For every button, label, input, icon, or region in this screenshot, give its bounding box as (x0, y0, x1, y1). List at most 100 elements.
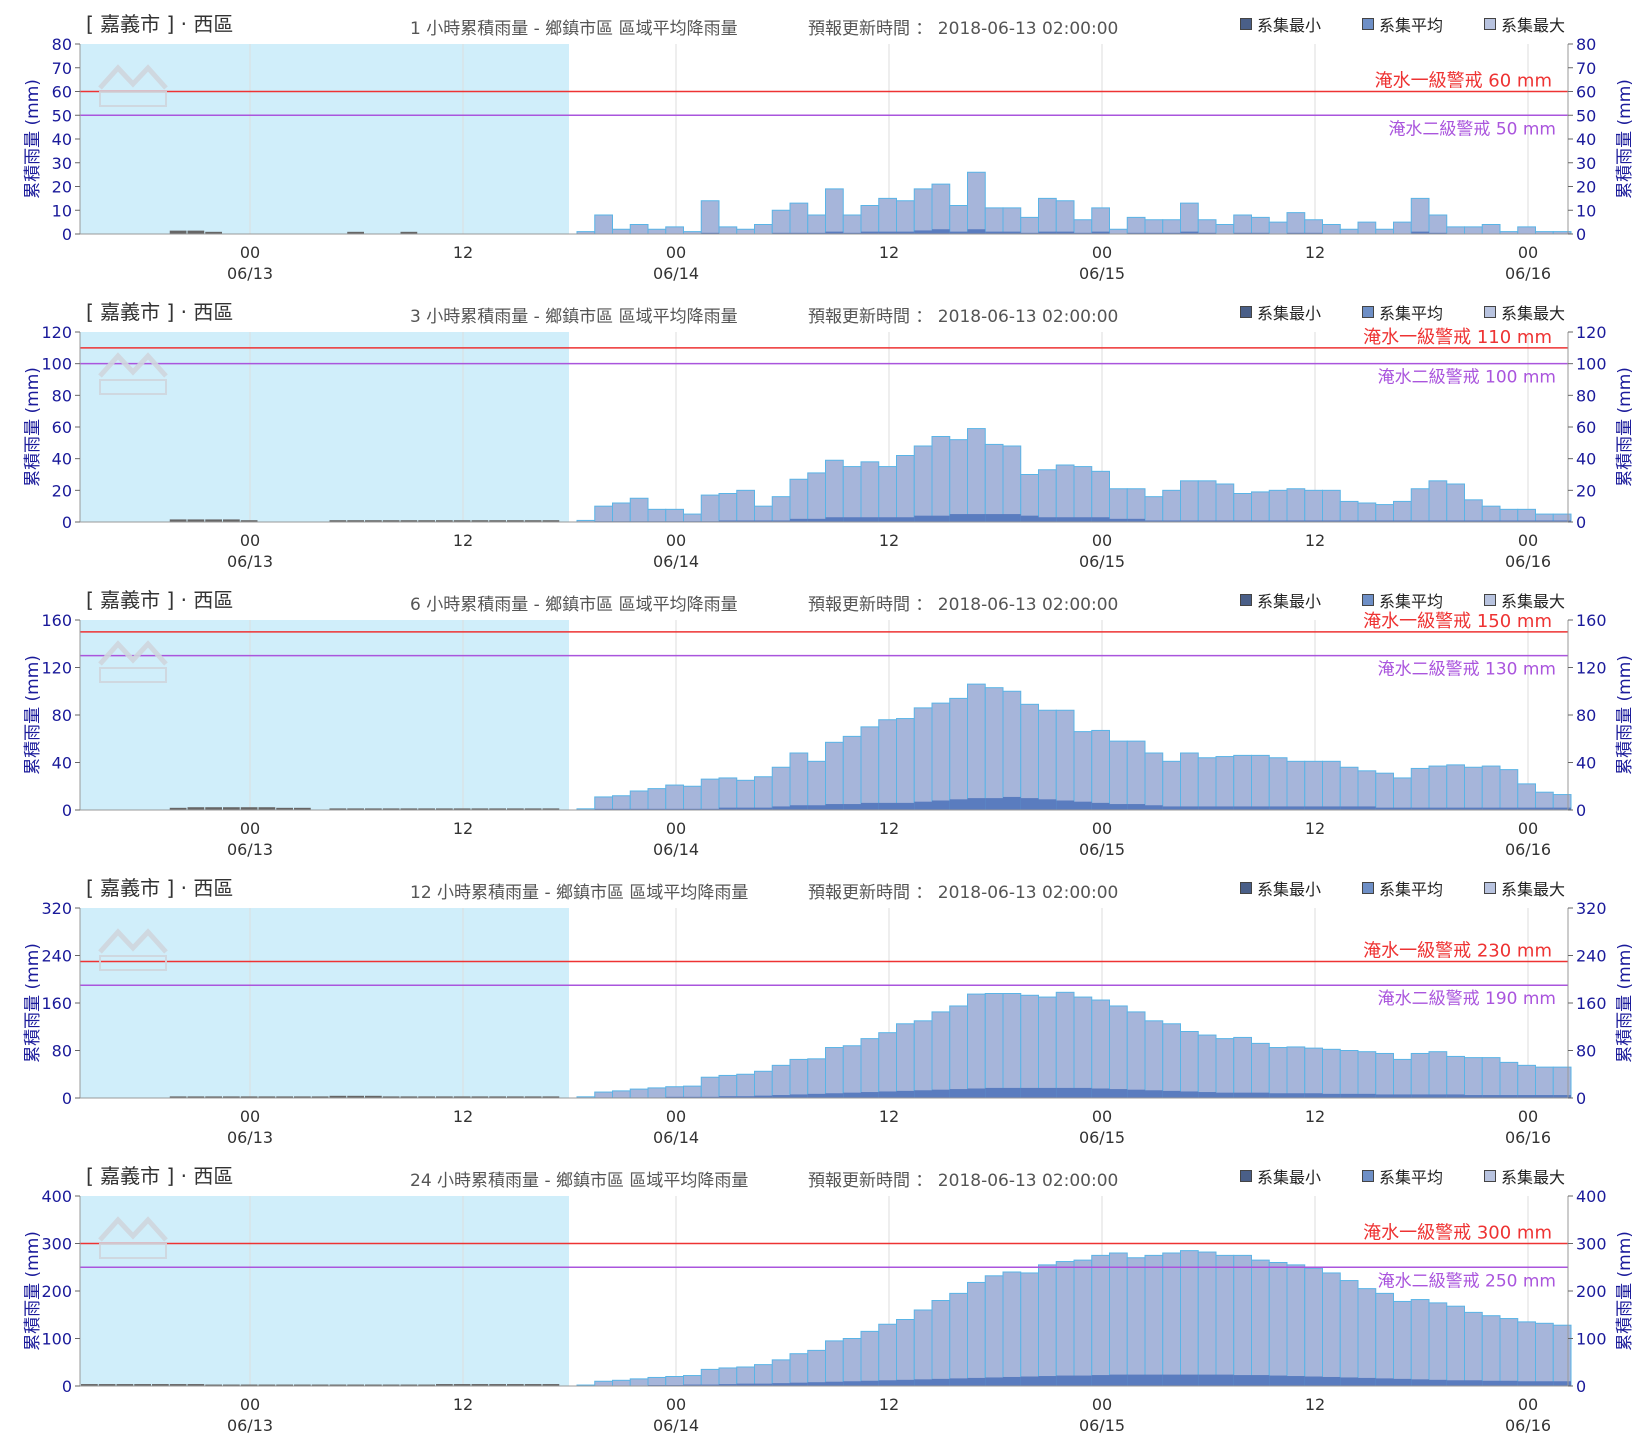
y-tick-label-left: 240 (41, 947, 72, 966)
forecast-min-bar (843, 1381, 861, 1386)
forecast-max-bar (1375, 228, 1394, 235)
forecast-min-bar (701, 232, 719, 234)
forecast-min-bar (1500, 520, 1518, 522)
forecast-min-bar (790, 518, 808, 522)
forecast-max-bar (878, 197, 897, 235)
y-tick-label-left: 120 (41, 659, 72, 678)
warning-level-2-label: 淹水二級警戒 50 mm (1388, 119, 1556, 139)
forecast-min-bar (1127, 1089, 1145, 1098)
legend-item[interactable]: 系集最小 (1240, 300, 1321, 324)
forecast-max-bar (1055, 709, 1075, 811)
forecast-max-bar (1357, 770, 1377, 811)
observed-bar (382, 808, 400, 811)
forecast-min-bar (1411, 807, 1429, 810)
forecast-min-bar (861, 1092, 879, 1098)
y-tick-label-left: 50 (52, 106, 72, 125)
forecast-max-bar (647, 508, 667, 523)
forecast-min-bar (825, 1381, 844, 1386)
legend-item[interactable]: 系集最小 (1240, 588, 1321, 612)
legend-item[interactable]: 系集平均 (1362, 12, 1443, 36)
forecast-min-bar (932, 515, 950, 522)
legend-item[interactable]: 系集最小 (1240, 12, 1321, 36)
forecast-min-bar (790, 232, 808, 234)
forecast-max-bar (1038, 709, 1057, 811)
legend-item[interactable]: 系集平均 (1362, 300, 1443, 324)
forecast-min-bar (878, 517, 897, 522)
observed-bar (205, 807, 222, 810)
forecast-max-bar (1428, 1051, 1448, 1099)
observed-bar (311, 1096, 329, 1099)
forecast-max-bar (771, 209, 791, 235)
observed-bar (436, 1384, 453, 1387)
ncdr-logo (98, 1216, 168, 1259)
forecast-max-bar (718, 1074, 738, 1099)
y-tick-label-left: 0 (62, 801, 72, 820)
x-tick-hour: 00 (240, 1107, 260, 1126)
observed-bar (187, 807, 205, 810)
forecast-min-bar (1500, 1380, 1518, 1386)
observed-period-shade (80, 620, 569, 810)
y-axis-title-left: 累積雨量 (mm) (23, 1231, 43, 1351)
forecast-min-bar (701, 1384, 719, 1386)
legend-item[interactable]: 系集最大 (1484, 588, 1565, 612)
y-tick-label-right: 400 (1576, 1187, 1607, 1206)
y-tick-label-left: 120 (41, 323, 72, 342)
forecast-min-bar (1553, 1095, 1571, 1098)
forecast-min-bar (1517, 807, 1536, 810)
forecast-min-bar (1429, 232, 1447, 234)
legend-item[interactable]: 系集平均 (1362, 876, 1443, 900)
forecast-max-bar (665, 508, 684, 523)
legend-item[interactable]: 系集最小 (1240, 876, 1321, 900)
forecast-min-bar (1393, 807, 1412, 810)
forecast-min-bar (1482, 520, 1500, 522)
legend-swatch (1240, 306, 1252, 318)
forecast-min-bar (790, 1382, 808, 1386)
forecast-min-bar (790, 1094, 808, 1098)
warning-level-1-label: 淹水一級警戒 60 mm (1375, 71, 1552, 92)
forecast-min-bar (665, 1096, 684, 1098)
y-tick-label-left: 100 (41, 355, 72, 374)
forecast-max-bar (1180, 752, 1199, 811)
observed-bar (400, 231, 418, 234)
legend-item[interactable]: 系集平均 (1362, 588, 1443, 612)
legend-item[interactable]: 系集最小 (1240, 1164, 1321, 1188)
forecast-min-bar (1003, 514, 1021, 522)
forecast-max-bar (1038, 197, 1057, 235)
x-tick-hour: 12 (453, 819, 473, 838)
forecast-max-bar (736, 228, 755, 235)
legend-item[interactable]: 系集最大 (1484, 876, 1565, 900)
y-tick-label-right: 0 (1576, 801, 1586, 820)
legend-item[interactable]: 系集最大 (1484, 12, 1565, 36)
forecast-max-bar (1464, 1311, 1483, 1387)
forecast-max-bar (1375, 504, 1394, 523)
forecast-min-bar (1233, 232, 1252, 234)
warning-level-2-label: 淹水二級警戒 130 mm (1378, 660, 1556, 680)
y-tick-label-right: 50 (1576, 106, 1596, 125)
forecast-max-bar (1446, 1055, 1465, 1099)
forecast-max-bar (1144, 1020, 1164, 1099)
forecast-min-bar (1038, 1087, 1057, 1098)
forecast-min-bar (1429, 1094, 1447, 1098)
forecast-max-bar (1446, 764, 1465, 811)
forecast-max-bar (1304, 1267, 1323, 1387)
legend-item[interactable]: 系集最大 (1484, 300, 1565, 324)
x-tick-date: 06/15 (1079, 840, 1125, 859)
forecast-max-bar (700, 200, 720, 235)
legend-item[interactable]: 系集平均 (1362, 1164, 1443, 1188)
observed-bar (489, 1096, 506, 1099)
forecast-min-bar (1056, 1375, 1074, 1386)
observed-bar (81, 1384, 98, 1387)
forecast-max-bar (1268, 1262, 1288, 1387)
forecast-max-bar (913, 1020, 933, 1099)
y-tick-label-left: 160 (41, 994, 72, 1013)
forecast-max-bar (683, 1085, 702, 1099)
warning-level-1-label: 淹水一級警戒 150 mm (1363, 611, 1552, 632)
forecast-max-bar (1481, 1057, 1501, 1099)
forecast-max-bar (1464, 1057, 1483, 1099)
legend-item[interactable]: 系集最大 (1484, 1164, 1565, 1188)
y-tick-label-right: 0 (1576, 1089, 1586, 1108)
observed-bar (223, 519, 240, 522)
forecast-max-bar (647, 1087, 667, 1099)
forecast-max-bar (1180, 202, 1199, 235)
forecast-max-bar (736, 489, 755, 523)
